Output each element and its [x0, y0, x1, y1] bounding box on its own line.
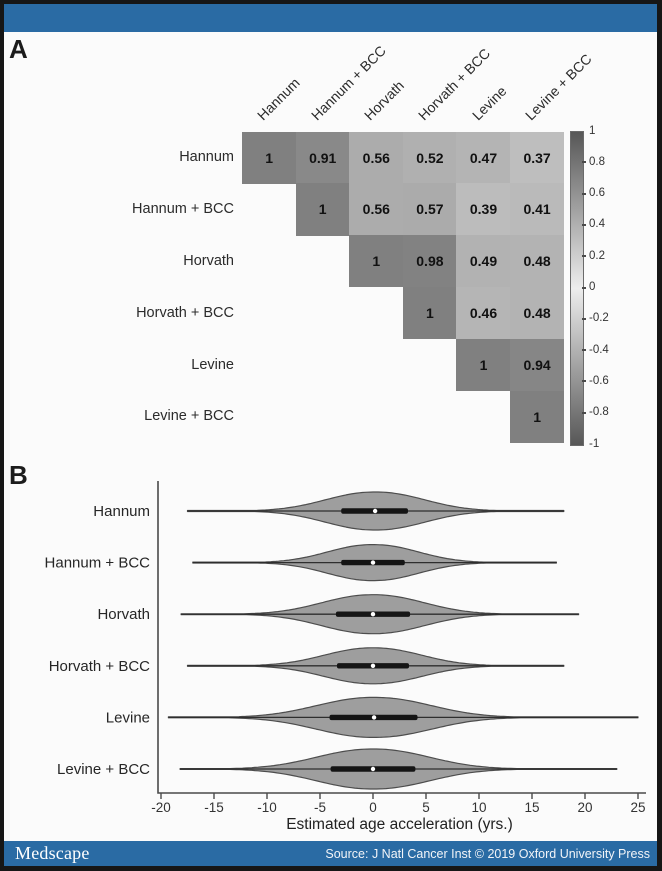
x-axis-tick-label: 5 — [422, 800, 430, 815]
matrix-cell: 0.56 — [349, 183, 404, 236]
panel-b-label: B — [9, 460, 28, 490]
violin-row-label: Horvath — [97, 606, 150, 623]
matrix-cell: 0.56 — [349, 131, 404, 184]
x-axis-tick-label: 20 — [577, 800, 592, 815]
matrix-cell: 0.91 — [295, 131, 350, 184]
colorbar-tick — [582, 223, 586, 226]
top-banner — [4, 4, 657, 32]
violin-row-label: Horvath + BCC — [49, 658, 150, 675]
matrix-cell: 0.57 — [402, 183, 457, 236]
matrix-row-label: Hannum + BCC — [132, 201, 234, 218]
matrix-row-label: Levine + BCC — [144, 408, 234, 425]
x-axis-tick-label: -5 — [314, 800, 326, 815]
colorbar-tick-label: 0.2 — [589, 249, 605, 262]
matrix-cell: 1 — [510, 390, 565, 443]
matrix-cell: 0.48 — [510, 286, 565, 340]
matrix-cell: 0.52 — [402, 131, 457, 184]
colorbar-tick — [582, 349, 586, 352]
x-axis-tick-label: 0 — [369, 800, 377, 815]
median-dot — [372, 508, 378, 514]
x-axis-tick-label: 15 — [524, 800, 539, 815]
colorbar-tick — [582, 255, 586, 258]
matrix-row-label: Hannum — [179, 149, 234, 166]
colorbar-tick-label: -0.6 — [589, 374, 609, 387]
x-axis-tick-label: -20 — [151, 800, 171, 815]
matrix-cell: 0.46 — [456, 286, 511, 340]
medscape-logo: Medscape — [15, 843, 90, 863]
matrix-cell: 0.49 — [456, 235, 511, 288]
violin-plot: Hannum Hannum + BCC Horvath Horvath + BCC Le… — [45, 481, 646, 833]
matrix-row-label: Horvath — [183, 253, 234, 269]
matrix-cell: 1 — [295, 183, 350, 236]
colorbar-tick — [582, 380, 586, 383]
matrix-cell: 1 — [349, 235, 404, 288]
violin-row-label: Hannum + BCC — [45, 555, 151, 572]
matrix-cell: 0.98 — [402, 235, 457, 288]
bottom-banner: Medscape Source: J Natl Cancer Inst © 20… — [4, 841, 657, 866]
median-dot — [371, 715, 377, 720]
colorbar-tick-label: -0.8 — [589, 406, 609, 419]
x-axis-tick-label: -10 — [257, 800, 277, 815]
matrix-cell: 0.39 — [456, 183, 511, 236]
colorbar-tick-label: -0.2 — [589, 312, 609, 325]
matrix-cell: 1 — [456, 338, 511, 392]
violin-row-label: Levine + BCC — [57, 761, 150, 778]
colorbar-tick — [582, 161, 586, 164]
median-dot — [370, 612, 376, 617]
x-axis-tick-label: 25 — [630, 800, 645, 815]
median-dot — [370, 663, 376, 668]
x-axis-label: Estimated age acceleration (yrs.) — [286, 816, 513, 833]
median-dot — [370, 766, 376, 772]
matrix-row-label: Levine — [191, 356, 234, 373]
colorbar-tick — [582, 411, 586, 414]
matrix-cell: 1 — [242, 131, 297, 184]
matrix-cell: 1 — [402, 286, 457, 340]
colorbar-tick-label: 0.8 — [589, 155, 605, 168]
source-attribution: Source: J Natl Cancer Inst © 2019 Oxford… — [325, 846, 650, 861]
x-axis-tick-label: -15 — [204, 800, 224, 815]
colorbar-tick-label: -0.4 — [589, 343, 609, 356]
x-axis-tick-label: 10 — [471, 800, 486, 815]
matrix-cell: 0.37 — [510, 131, 565, 184]
violin-row-label: Levine — [106, 709, 150, 726]
colorbar-tick-label: -1 — [589, 437, 600, 450]
colorbar-tick-label: 0.6 — [589, 187, 605, 200]
matrix-cell: 0.94 — [510, 338, 565, 392]
matrix-cell: 0.48 — [510, 235, 565, 288]
colorbar-tick-label: 1 — [589, 124, 596, 137]
colorbar-tick — [582, 317, 586, 320]
colorbar-gradient — [570, 131, 584, 446]
axis-line — [157, 481, 646, 794]
matrix-cell: 0.47 — [456, 131, 511, 184]
colorbar-tick-label: 0 — [589, 281, 596, 293]
median-dot — [370, 560, 376, 565]
matrix-row-label: Horvath + BCC — [136, 304, 234, 321]
matrix-cell: 0.41 — [510, 183, 565, 236]
violin-row-label: Hannum — [93, 503, 150, 520]
colorbar-tick — [582, 286, 586, 289]
colorbar-tick-label: 0.4 — [589, 218, 605, 231]
panel-a-label: A — [9, 34, 28, 64]
colorbar-tick — [582, 192, 586, 195]
